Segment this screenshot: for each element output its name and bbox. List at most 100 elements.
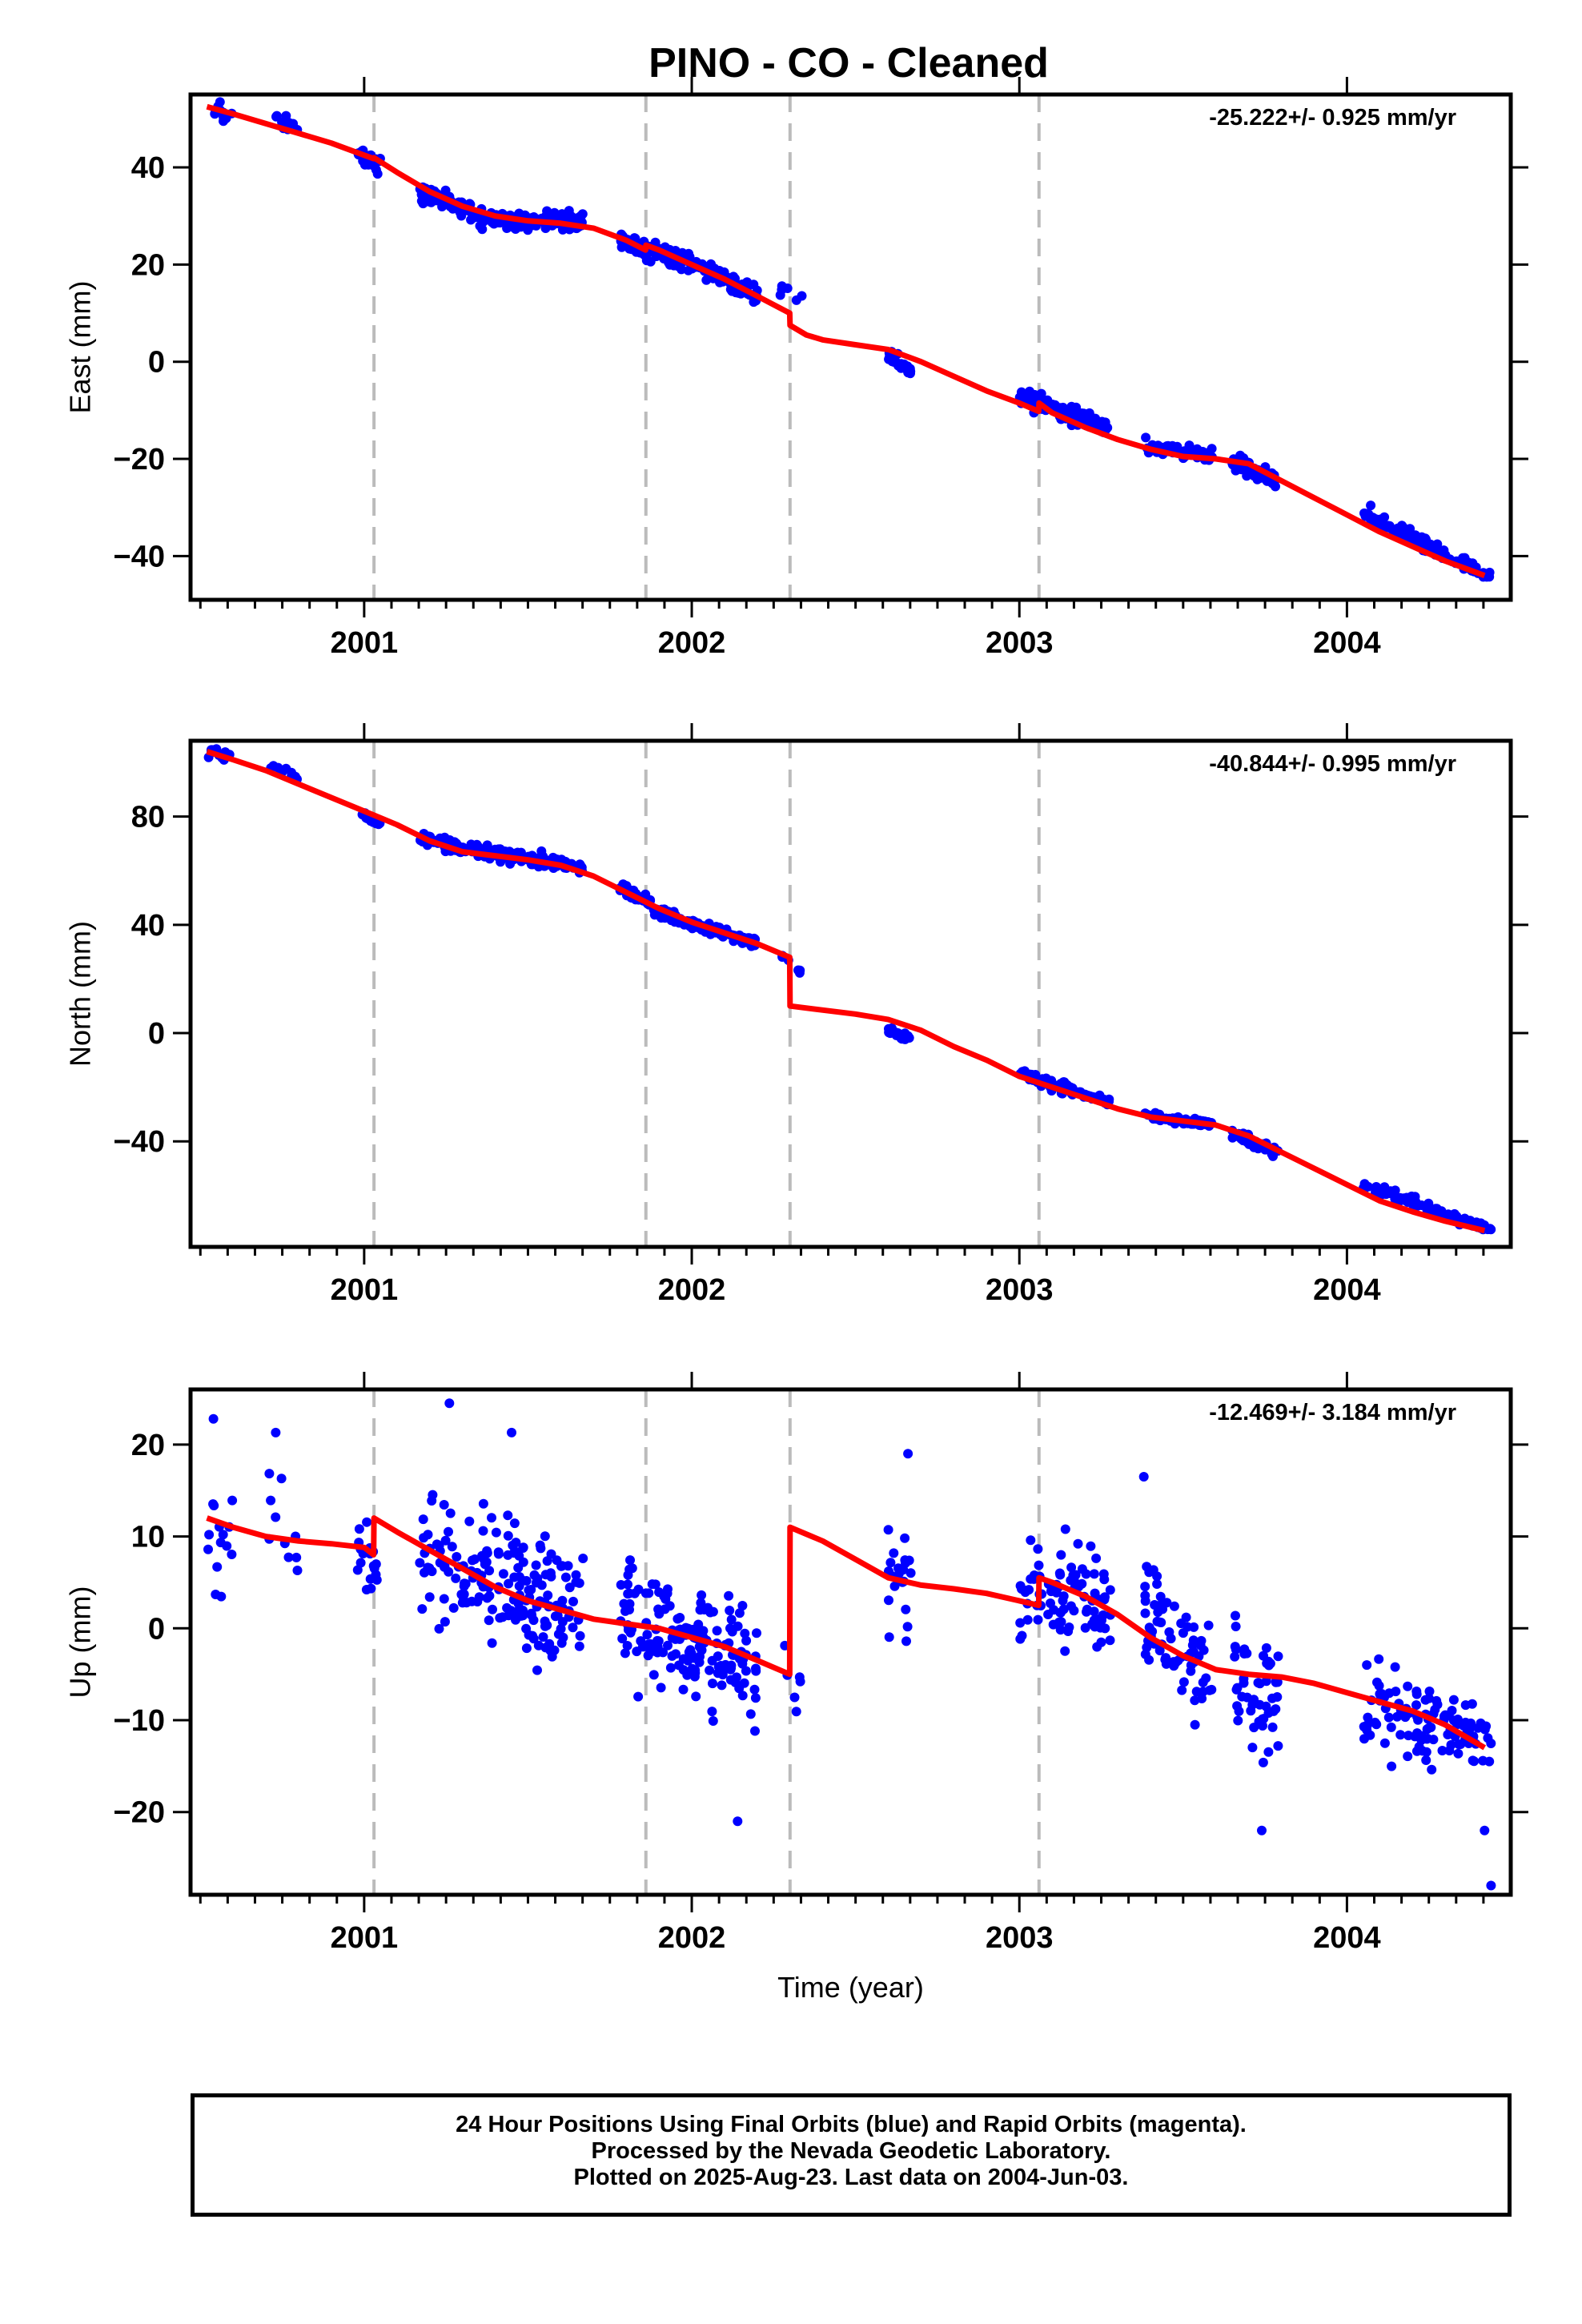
up-data-point <box>434 1541 444 1551</box>
up-data-point <box>750 1726 760 1736</box>
north-rate-label: -40.844+/- 0.995 mm/yr <box>1209 751 1456 777</box>
up-data-point <box>652 1647 663 1658</box>
east-y-tick-label: −20 <box>114 443 165 476</box>
up-data-point <box>1372 1677 1382 1687</box>
up-y-tick-label: 0 <box>148 1612 165 1646</box>
east-y-axis-label: East (mm) <box>64 281 97 414</box>
up-data-point <box>563 1561 573 1571</box>
north-y-tick-label: 80 <box>131 801 165 834</box>
up-data-point <box>424 1592 435 1602</box>
up-data-point <box>440 1561 450 1571</box>
up-data-point <box>660 1604 670 1614</box>
up-data-point <box>1258 1757 1268 1767</box>
up-data-point <box>479 1554 489 1565</box>
up-data-point <box>1249 1723 1259 1733</box>
up-data-point <box>1242 1692 1252 1703</box>
up-data-point <box>531 1560 541 1570</box>
up-plot-frame <box>188 1387 1513 1897</box>
up-data-point <box>1403 1731 1414 1741</box>
east-data-point <box>477 213 488 223</box>
up-data-point <box>1395 1730 1406 1740</box>
east-y-tick-label: 40 <box>131 151 165 185</box>
up-data-point <box>535 1540 545 1550</box>
up-data-point <box>424 1563 435 1574</box>
up-data-point <box>665 1663 676 1673</box>
east-x-tick-label: 2002 <box>658 626 726 660</box>
up-data-point <box>1231 1622 1241 1631</box>
up-data-point <box>1375 1691 1386 1701</box>
north-y-tick-label: 40 <box>131 909 165 943</box>
up-data-point <box>689 1653 700 1663</box>
east-data-point <box>469 211 480 221</box>
up-y-tick-label: 20 <box>131 1429 165 1462</box>
north-data-point <box>1416 1200 1427 1210</box>
footer-line-2: Processed by the Nevada Geodetic Laborat… <box>591 2138 1111 2164</box>
up-data-point <box>1178 1677 1189 1687</box>
up-data-point <box>545 1568 556 1578</box>
north-panel: 2001 2002 2003 2004 −40 0 40 80 -40.844+/- 0.99… <box>64 723 1528 1307</box>
up-data-point <box>478 1526 488 1536</box>
east-data-point <box>1191 446 1201 456</box>
up-data-point <box>1447 1706 1457 1715</box>
up-data-point <box>1365 1730 1375 1740</box>
up-data-point <box>1168 1657 1178 1667</box>
north-data-point <box>440 832 450 842</box>
east-data-point <box>683 265 693 275</box>
up-data-point <box>749 1684 760 1695</box>
east-data-point <box>797 291 807 301</box>
up-data-point <box>362 1517 372 1527</box>
up-data-point <box>445 1508 456 1518</box>
up-data-point <box>1247 1699 1258 1710</box>
east-data-point <box>1090 417 1101 428</box>
north-x-tick-label: 2002 <box>658 1273 726 1307</box>
up-data-point <box>419 1533 429 1543</box>
up-data-point <box>1390 1662 1400 1672</box>
up-data-point <box>1169 1601 1179 1611</box>
up-data-point <box>1155 1591 1166 1602</box>
up-data-point <box>1150 1600 1160 1610</box>
up-data-point <box>1077 1578 1087 1589</box>
up-data-point <box>644 1639 654 1650</box>
up-data-point <box>549 1645 560 1655</box>
east-plot-frame <box>188 92 1513 602</box>
up-data-point <box>495 1613 505 1623</box>
up-data-point <box>1105 1585 1115 1595</box>
up-data-point <box>291 1552 302 1562</box>
east-data-point <box>544 211 555 221</box>
up-data-point <box>354 1524 364 1534</box>
up-data-point <box>697 1590 707 1600</box>
up-data-point <box>460 1578 471 1589</box>
up-data-point <box>203 1544 213 1554</box>
up-data-point <box>894 1568 904 1578</box>
up-data-point <box>444 1398 455 1409</box>
up-data-point <box>889 1548 899 1558</box>
east-data-point <box>371 165 381 175</box>
up-data-point <box>264 1469 275 1479</box>
up-data-point <box>1362 1660 1372 1671</box>
east-panel: 2001 2002 2003 2004 −40 −20 0 20 40 -25.222+/- 0… <box>64 77 1528 660</box>
up-data-point <box>741 1635 752 1646</box>
up-data-point <box>752 1628 761 1638</box>
east-data-point <box>1071 402 1082 412</box>
up-data-point <box>1162 1598 1172 1608</box>
up-data-point <box>1017 1584 1026 1594</box>
up-data-point <box>1015 1634 1026 1644</box>
up-data-point <box>625 1555 635 1566</box>
up-data-point <box>1054 1617 1064 1627</box>
up-data-point <box>1063 1626 1074 1636</box>
up-data-point <box>656 1683 666 1693</box>
up-data-point <box>1423 1733 1432 1743</box>
up-data-point <box>1190 1695 1200 1706</box>
up-data-point <box>623 1570 633 1580</box>
up-data-point <box>1423 1693 1434 1703</box>
up-data-point <box>518 1610 528 1621</box>
up-data-point <box>1098 1610 1108 1620</box>
up-data-point <box>487 1513 496 1523</box>
up-data-point <box>1261 1642 1271 1653</box>
up-data-point <box>484 1615 494 1626</box>
up-data-point <box>1140 1596 1150 1606</box>
up-data-point <box>366 1583 376 1594</box>
up-data-point <box>1066 1562 1077 1573</box>
up-data-point <box>521 1643 532 1654</box>
up-x-axis-label: Time (year) <box>777 1971 924 2004</box>
